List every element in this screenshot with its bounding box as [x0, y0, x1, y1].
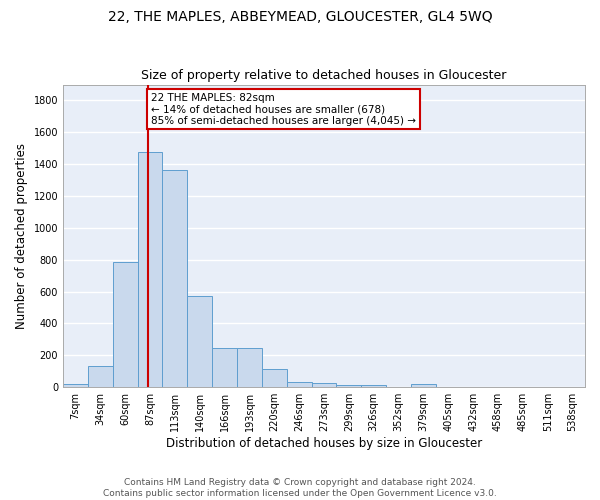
Bar	[311, 383, 337, 387]
Bar	[137, 152, 163, 387]
Bar	[88, 366, 113, 387]
Bar	[113, 262, 137, 387]
X-axis label: Distribution of detached houses by size in Gloucester: Distribution of detached houses by size …	[166, 437, 482, 450]
Text: 22 THE MAPLES: 82sqm
← 14% of detached houses are smaller (678)
85% of semi-deta: 22 THE MAPLES: 82sqm ← 14% of detached h…	[151, 92, 416, 126]
Bar	[337, 385, 361, 387]
Text: 22, THE MAPLES, ABBEYMEAD, GLOUCESTER, GL4 5WQ: 22, THE MAPLES, ABBEYMEAD, GLOUCESTER, G…	[107, 10, 493, 24]
Bar	[361, 385, 386, 387]
Bar	[237, 348, 262, 387]
Bar	[187, 296, 212, 387]
Bar	[287, 382, 311, 387]
Bar	[212, 348, 237, 387]
Bar	[163, 170, 187, 387]
Bar	[262, 369, 287, 387]
Y-axis label: Number of detached properties: Number of detached properties	[15, 143, 28, 329]
Title: Size of property relative to detached houses in Gloucester: Size of property relative to detached ho…	[142, 69, 507, 82]
Text: Contains HM Land Registry data © Crown copyright and database right 2024.
Contai: Contains HM Land Registry data © Crown c…	[103, 478, 497, 498]
Bar	[63, 384, 88, 387]
Bar	[411, 384, 436, 387]
